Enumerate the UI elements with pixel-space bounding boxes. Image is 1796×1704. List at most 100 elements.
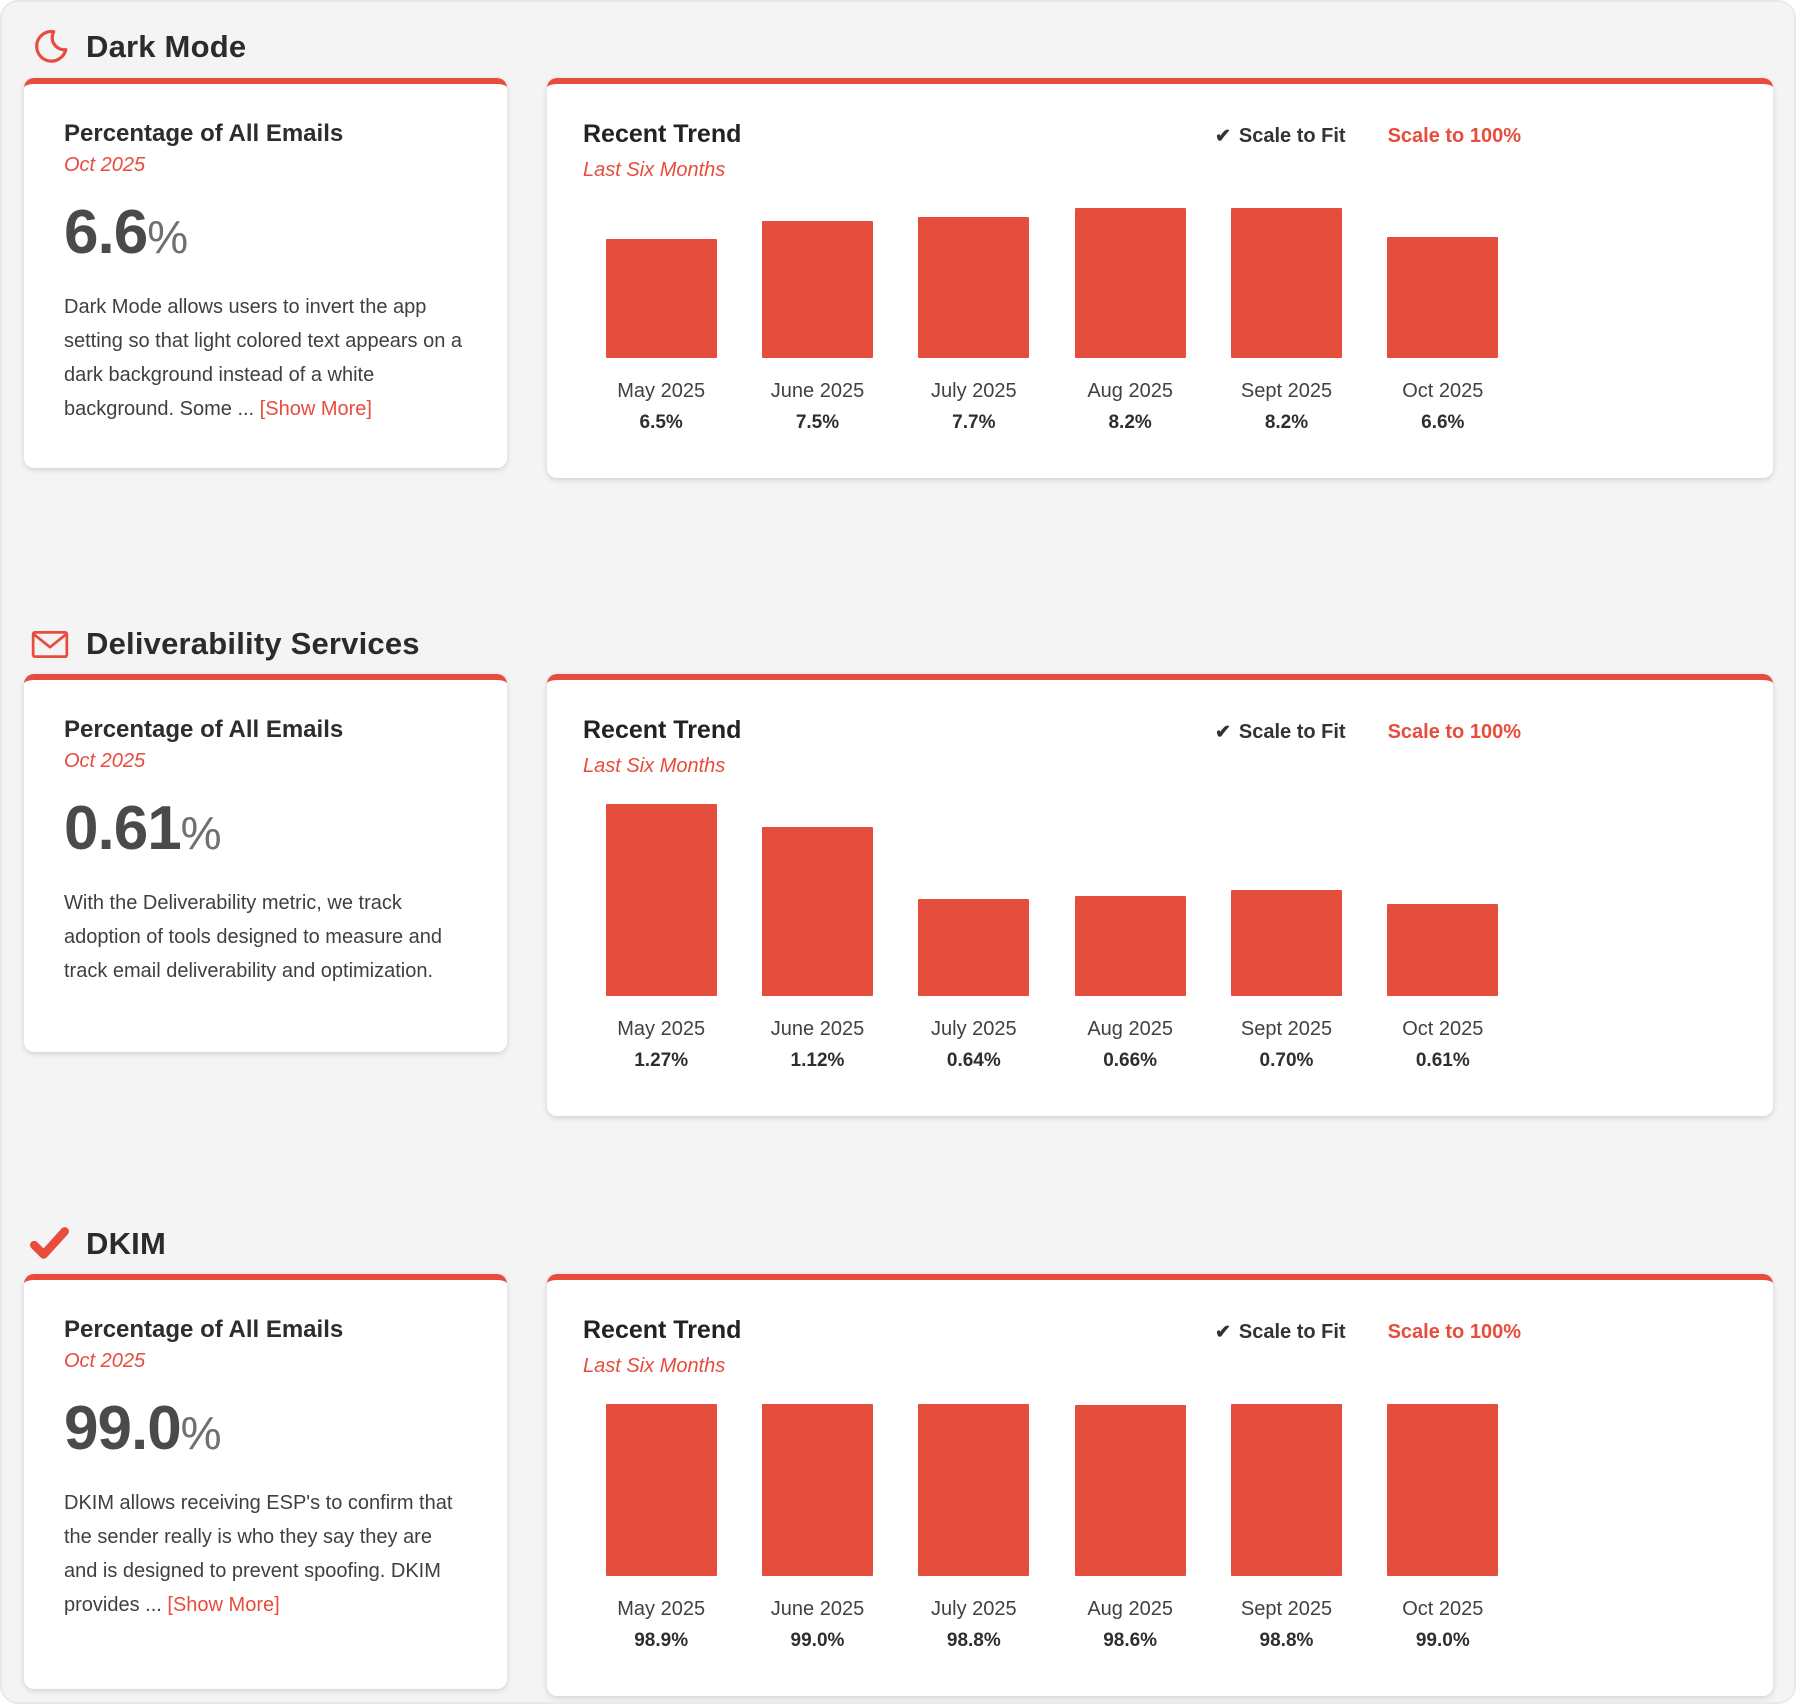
- section-dkim: DKIM Percentage of All Emails Oct 2025 9…: [24, 1226, 1773, 1696]
- chart-column: Oct 2025 0.61%: [1365, 804, 1521, 1072]
- bar-value-label: 1.27%: [634, 1050, 689, 1071]
- moon-icon: [30, 28, 70, 66]
- bar-area: [1052, 804, 1208, 996]
- chart-column: Aug 2025 98.6%: [1052, 1404, 1208, 1652]
- show-more-link[interactable]: [Show More]: [167, 1594, 280, 1616]
- section-header: Dark Mode: [24, 28, 1773, 66]
- trend-subtitle: Last Six Months: [583, 159, 726, 181]
- bar-area: [896, 804, 1052, 996]
- trend-bar: [1230, 890, 1342, 996]
- trend-title: Recent Trend: [583, 1316, 742, 1344]
- bar-month-label: July 2025: [931, 1598, 1017, 1620]
- bar-month-label: July 2025: [931, 1018, 1017, 1040]
- show-more-link[interactable]: [Show More]: [259, 398, 372, 420]
- trend-title: Recent Trend: [583, 120, 742, 148]
- bar-value-label: 98.8%: [1259, 1630, 1314, 1651]
- trend-bar: [918, 899, 1030, 996]
- bar-value-label: 99.0%: [1415, 1630, 1470, 1651]
- scale-to-fit-button[interactable]: ✔ Scale to Fit: [1214, 125, 1346, 147]
- bar-month-label: Sept 2025: [1240, 1598, 1333, 1620]
- check-icon: [30, 1227, 70, 1261]
- bar-value-label: 6.5%: [639, 412, 683, 433]
- bar-area: [583, 804, 739, 996]
- summary-description: With the Deliverability metric, we track…: [64, 886, 467, 988]
- chart-column: July 2025 98.8%: [896, 1404, 1052, 1652]
- summary-description-text: With the Deliverability metric, we track…: [64, 892, 443, 982]
- bar-month-label: May 2025: [617, 1598, 706, 1620]
- bar-area: [739, 1404, 895, 1576]
- bar-value-label: 7.5%: [795, 412, 840, 433]
- trend-bar: [605, 239, 717, 358]
- section-header: DKIM: [24, 1226, 1773, 1262]
- trend-bar-chart: May 2025 6.5% June 2025 7.5% July 2025 7.7% Au…: [583, 208, 1521, 434]
- bar-value-label: 0.64%: [946, 1050, 1001, 1071]
- bar-value-label: 8.2%: [1264, 412, 1309, 433]
- trend-bar: [1230, 208, 1342, 358]
- trend-bar: [762, 826, 873, 996]
- scale-to-fit-button[interactable]: ✔ Scale to Fit: [1214, 721, 1346, 743]
- bar-month-label: Oct 2025: [1402, 1598, 1484, 1620]
- checkmark-icon: ✔: [1214, 126, 1231, 147]
- bar-value-label: 0.70%: [1259, 1050, 1314, 1071]
- summary-description: DKIM allows receiving ESP's to confirm t…: [64, 1486, 467, 1622]
- metric-number: 0.61: [64, 794, 182, 863]
- metric-unit: %: [147, 211, 189, 263]
- trend-bar: [1074, 1404, 1186, 1576]
- metric-unit: %: [180, 807, 222, 859]
- bar-month-label: Sept 2025: [1240, 380, 1333, 402]
- chart-column: June 2025 1.12%: [739, 804, 895, 1072]
- metric-value: 6.6%: [64, 197, 467, 268]
- bar-month-label: Oct 2025: [1402, 1018, 1484, 1040]
- chart-column: Oct 2025 6.6%: [1365, 208, 1521, 434]
- checkmark-icon: ✔: [1214, 722, 1231, 743]
- bar-area: [583, 1404, 739, 1576]
- scale-to-fit-button[interactable]: ✔ Scale to Fit: [1214, 1321, 1346, 1343]
- scale-to-100-button[interactable]: Scale to 100%: [1387, 125, 1521, 147]
- summary-card: Percentage of All Emails Oct 2025 99.0% …: [24, 1274, 507, 1689]
- scale-to-100-button[interactable]: Scale to 100%: [1387, 721, 1521, 743]
- chart-column: July 2025 0.64%: [896, 804, 1052, 1072]
- bar-area: [896, 208, 1052, 358]
- bar-area: [583, 208, 739, 358]
- section-title: Deliverability Services: [86, 626, 420, 661]
- chart-column: Sept 2025 0.70%: [1208, 804, 1364, 1072]
- trend-bar: [1074, 208, 1186, 358]
- trend-bar-chart: May 2025 98.9% June 2025 99.0% July 2025 98.8…: [583, 1404, 1521, 1652]
- section-header: Deliverability Services: [24, 626, 1773, 662]
- metric-value: 0.61%: [64, 793, 467, 864]
- trend-card: Recent Trend ✔ Scale to Fit Scale to 100%…: [547, 674, 1773, 1116]
- chart-column: May 2025 1.27%: [583, 804, 739, 1072]
- trend-bar: [1387, 903, 1499, 996]
- bar-value-label: 98.8%: [946, 1630, 1001, 1651]
- bar-area: [1208, 1404, 1364, 1576]
- summary-heading: Percentage of All Emails: [64, 716, 344, 743]
- bar-month-label: June 2025: [770, 1018, 865, 1040]
- chart-column: Aug 2025 0.66%: [1052, 804, 1208, 1072]
- summary-card: Percentage of All Emails Oct 2025 0.61% …: [24, 674, 507, 1052]
- bar-value-label: 0.61%: [1415, 1050, 1470, 1071]
- summary-period: Oct 2025: [64, 154, 146, 176]
- bar-area: [739, 208, 895, 358]
- bar-area: [1052, 1404, 1208, 1576]
- chart-column: Sept 2025 98.8%: [1208, 1404, 1364, 1652]
- bar-value-label: 1.12%: [790, 1050, 845, 1071]
- summary-heading: Percentage of All Emails: [64, 1316, 344, 1343]
- bar-month-label: Aug 2025: [1087, 380, 1173, 402]
- trend-bar: [1387, 237, 1499, 358]
- bar-value-label: 98.9%: [634, 1630, 689, 1651]
- trend-bar: [1230, 1404, 1342, 1576]
- trend-bar: [762, 1404, 873, 1576]
- bar-month-label: May 2025: [617, 1018, 706, 1040]
- trend-subtitle: Last Six Months: [583, 1355, 726, 1377]
- section-dark-mode: Dark Mode Percentage of All Emails Oct 2…: [24, 28, 1773, 478]
- bar-value-label: 0.66%: [1103, 1050, 1158, 1071]
- summary-heading: Percentage of All Emails: [64, 120, 344, 147]
- section-title: Dark Mode: [86, 29, 247, 64]
- chart-column: May 2025 6.5%: [583, 208, 739, 434]
- bar-value-label: 99.0%: [790, 1630, 845, 1651]
- envelope-icon: [30, 626, 70, 662]
- scale-to-100-button[interactable]: Scale to 100%: [1387, 1321, 1521, 1343]
- bar-month-label: June 2025: [770, 380, 865, 402]
- trend-card: Recent Trend ✔ Scale to Fit Scale to 100%…: [547, 1274, 1773, 1696]
- section-title: DKIM: [86, 1226, 167, 1261]
